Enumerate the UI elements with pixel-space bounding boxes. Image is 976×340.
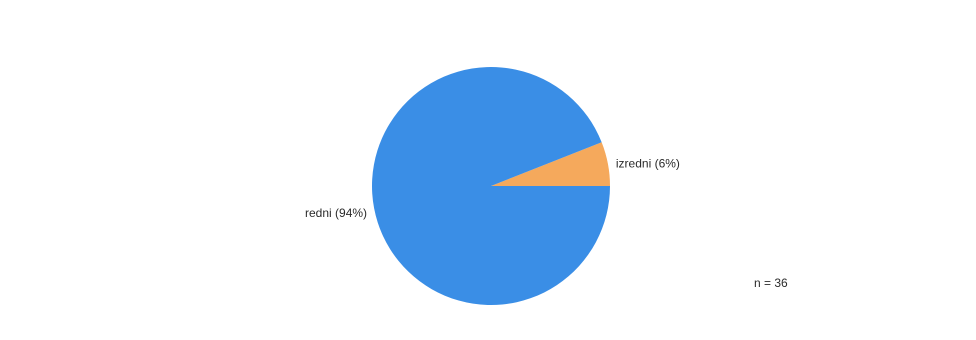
pie-slice-redni <box>371 66 610 305</box>
pie-slices <box>371 66 610 305</box>
pie-slice-redni-label: redni (94%) <box>305 206 367 220</box>
pie-slice-izredni <box>491 142 610 186</box>
pie-labels: izredni (6%) redni (94%) <box>305 157 680 220</box>
sample-size-label: n = 36 <box>754 276 788 290</box>
pie-slice-izredni-label: izredni (6%) <box>616 157 680 171</box>
